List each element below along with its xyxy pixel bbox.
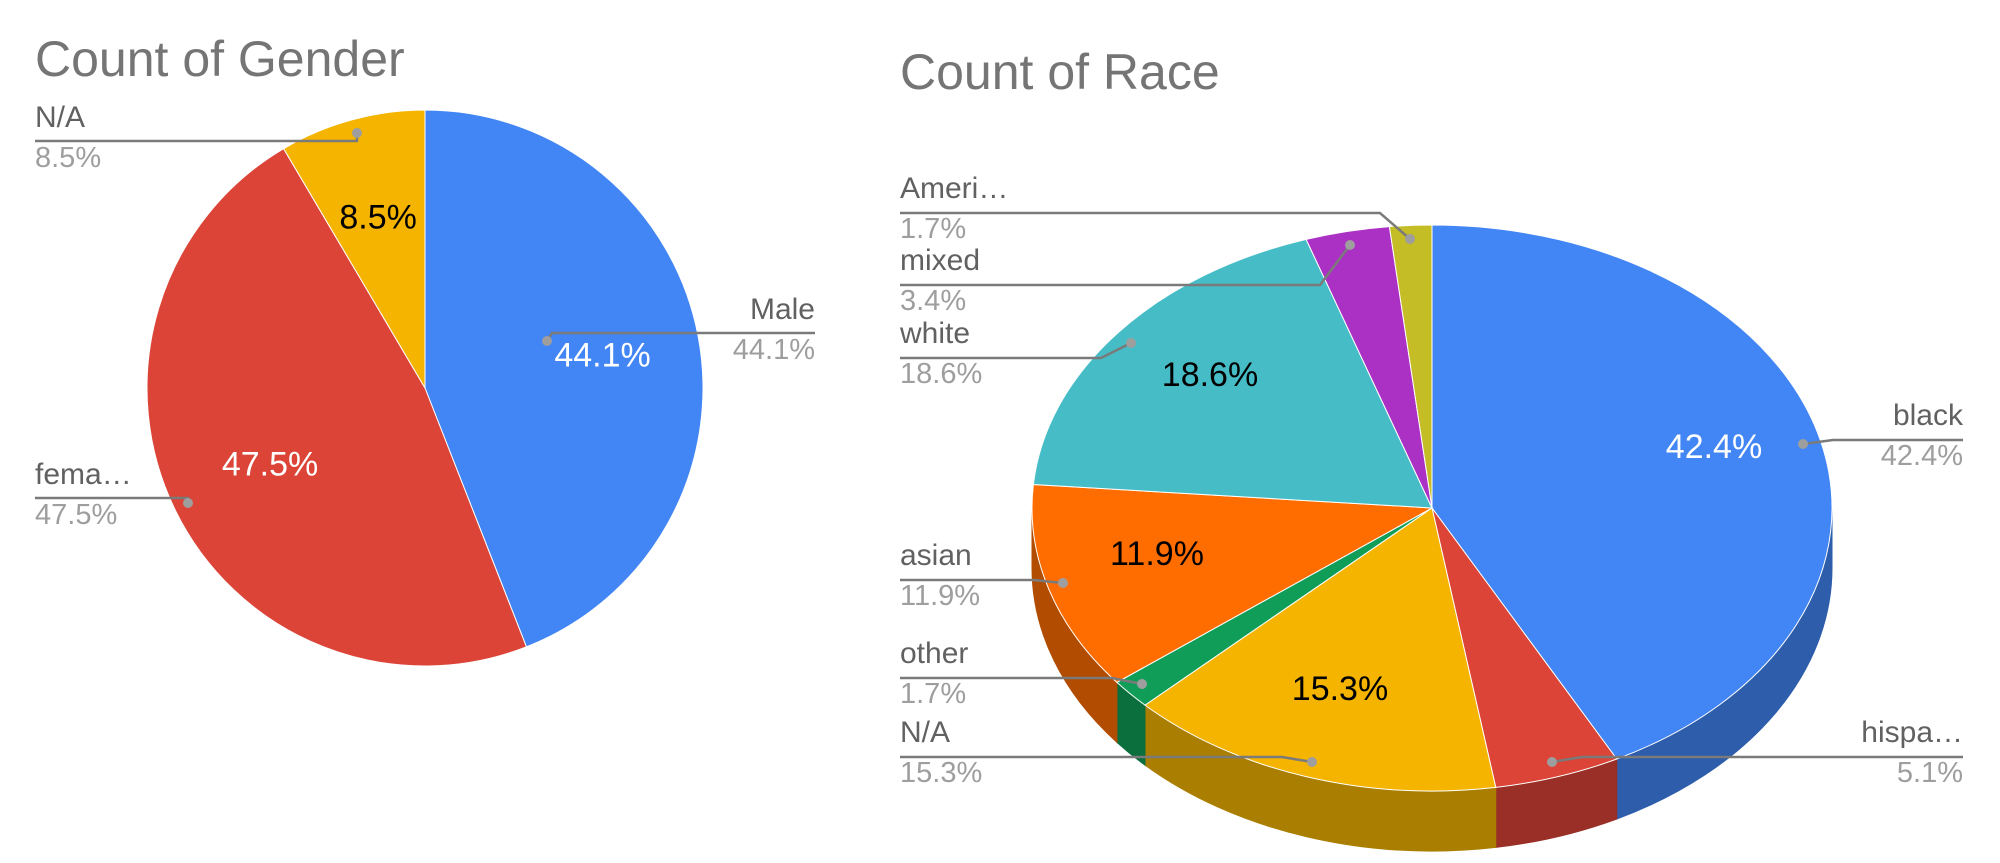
race-other-leader-dot <box>1137 679 1147 689</box>
gender-chart-title: Count of Gender <box>35 31 405 87</box>
race-hispa-legend-value: 5.1% <box>1897 757 1963 789</box>
gender-leader-dot-n-a <box>352 128 362 138</box>
gender-legend-label-male: Male <box>750 293 815 326</box>
race-black-legend-label: black <box>1893 399 1964 432</box>
gender-slice-value-male: 44.1% <box>554 336 650 374</box>
race-slice-ameri <box>1388 224 1433 509</box>
race-ameri-leader-dot <box>1405 234 1415 244</box>
gender-legend-label-n-a: N/A <box>35 101 85 134</box>
race-chart-title: Count of Race <box>900 44 1220 100</box>
gender-legend-value-n-a: 8.5% <box>35 142 101 174</box>
race-black-leader-dot <box>1798 439 1808 449</box>
race-n-a-slice-value: 15.3% <box>1292 670 1388 708</box>
race-black-slice-value: 42.4% <box>1666 428 1762 466</box>
race-hispa-leader <box>1551 755 1963 764</box>
race-mixed-legend-value: 3.4% <box>900 285 966 317</box>
gender-slice-value-n-a: 8.5% <box>339 198 417 236</box>
race-white-slice-value: 18.6% <box>1162 356 1258 394</box>
race-black-legend-value: 42.4% <box>1881 440 1963 472</box>
gender-legend-label-fema: fema… <box>35 458 132 491</box>
race-asian-legend-label: asian <box>900 539 972 572</box>
race-mixed-legend-label: mixed <box>900 244 980 277</box>
race-mixed-leader <box>900 244 1351 287</box>
race-slice-n-a <box>1144 507 1497 792</box>
race-white-leader <box>900 341 1132 360</box>
race-white-leader-dot <box>1126 338 1136 348</box>
race-slice-asian <box>1031 483 1434 683</box>
race-black-leader <box>1802 438 1963 446</box>
race-ameri-legend-value: 1.7% <box>900 213 966 245</box>
race-white-legend-value: 18.6% <box>900 358 982 390</box>
race-n-a-legend-value: 15.3% <box>900 757 982 789</box>
race-asian-leader <box>900 578 1064 585</box>
gender-slice-value-fema: 47.5% <box>222 446 318 484</box>
race-n-a-leader-dot <box>1307 757 1317 767</box>
race-other-legend-value: 1.7% <box>900 678 966 710</box>
race-asian-slice-value: 11.9% <box>1110 535 1204 573</box>
gender-slice-n-a <box>282 109 426 390</box>
gender-leader-dot-fema <box>183 498 193 508</box>
gender-slice-fema <box>146 147 528 667</box>
race-white-legend-label: white <box>899 317 970 350</box>
gender-leader-dot-male <box>542 336 552 346</box>
race-other-legend-label: other <box>900 637 968 670</box>
race-n-a-leader <box>900 755 1313 764</box>
race-n-a-legend-label: N/A <box>900 716 950 749</box>
race-asian-legend-value: 11.9% <box>900 580 980 612</box>
race-asian-leader-dot <box>1058 578 1068 588</box>
race-hispa-leader-dot <box>1547 757 1557 767</box>
gender-pie-chart: 44.1% Male 44.1% 47.5% fema… 47.5% 8.5% N/A 8.5% <box>35 101 815 667</box>
gender-legend-value-male: 44.1% <box>733 334 815 366</box>
race-hispa-legend-label: hispa… <box>1861 716 1963 749</box>
race-ameri-leader <box>900 211 1411 240</box>
race-pie-chart: black 42.4% 42.4% hispa… 5.1% N/A 15.3% 15.3% ot… <box>899 172 1964 852</box>
gender-legend-value-fema: 47.5% <box>35 499 117 531</box>
race-other-leader <box>900 676 1143 686</box>
race-ameri-legend-label: Ameri… <box>900 172 1008 205</box>
race-slice-white <box>1032 238 1433 509</box>
gender-slice-male <box>424 109 704 648</box>
race-mixed-leader-dot <box>1345 240 1355 250</box>
